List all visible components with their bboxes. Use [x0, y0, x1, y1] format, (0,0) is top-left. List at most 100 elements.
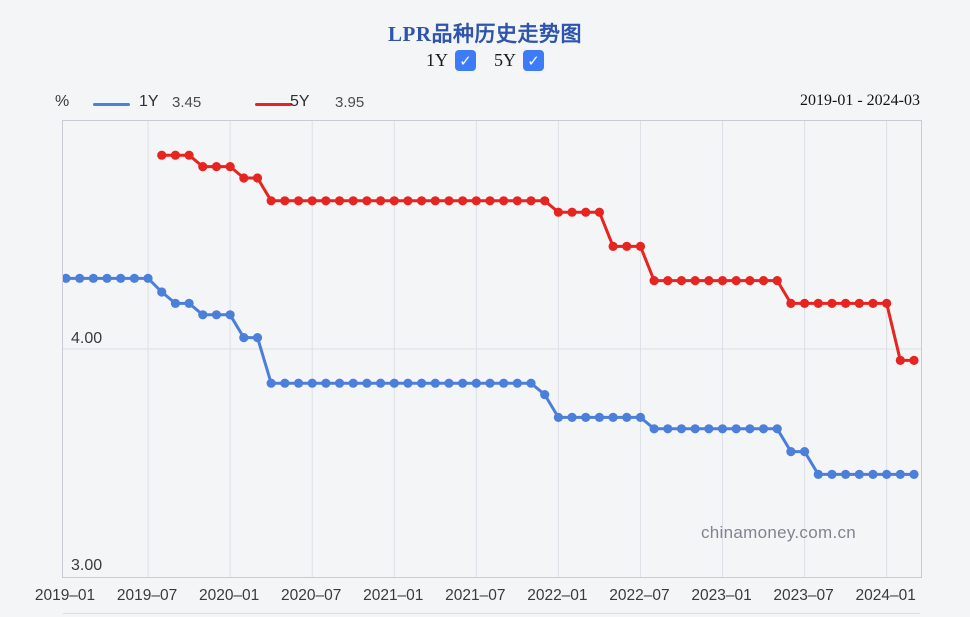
data-point-1y [594, 412, 605, 422]
data-point-1y [129, 273, 139, 283]
toggle-label-1y[interactable]: 1Y [426, 50, 448, 70]
legend-value-5y: 3.95 [335, 94, 365, 111]
data-point-5y [868, 298, 878, 308]
data-point-5y [594, 207, 605, 217]
data-point-1y [334, 378, 345, 388]
data-point-5y [348, 196, 358, 206]
data-point-5y [841, 298, 851, 308]
x-tick-label: 2024–01 [855, 587, 916, 604]
x-tick-label: 2021–01 [363, 587, 424, 604]
legend-label-1y: 1Y [139, 93, 159, 110]
data-point-5y [909, 355, 919, 365]
data-point-1y [417, 378, 427, 388]
data-point-1y [458, 378, 468, 388]
data-point-1y [786, 447, 796, 457]
data-point-5y [321, 196, 331, 206]
data-point-1y [430, 378, 440, 388]
data-point-1y [676, 424, 687, 434]
data-point-1y [649, 424, 659, 434]
date-range-label: 2019-01 - 2024-03 [800, 92, 920, 109]
data-point-1y [184, 298, 194, 308]
data-point-5y [786, 298, 796, 308]
data-point-5y [731, 276, 741, 286]
data-point-5y [882, 298, 892, 308]
data-point-5y [704, 276, 714, 286]
x-tick-label: 2021–07 [445, 587, 506, 604]
data-point-5y [471, 196, 481, 206]
data-point-5y [649, 276, 659, 286]
data-point-1y [485, 378, 495, 388]
data-point-1y [198, 310, 208, 320]
data-point-5y [663, 276, 673, 286]
checkbox-5y[interactable]: ✓ [523, 50, 544, 71]
data-point-1y [717, 424, 728, 434]
data-point-1y [143, 273, 153, 283]
data-point-1y [252, 333, 263, 343]
data-point-5y [622, 241, 632, 251]
data-point-1y [157, 287, 167, 297]
data-point-5y [581, 207, 591, 217]
data-point-5y [540, 196, 550, 206]
data-point-5y [499, 196, 509, 206]
data-point-5y [280, 196, 290, 206]
y-tick-label-4: 4.00 [71, 330, 103, 347]
data-point-1y [403, 378, 413, 388]
data-point-5y [745, 276, 755, 286]
data-point-1y [116, 273, 126, 283]
x-tick-label: 2019–01 [34, 587, 96, 604]
data-point-5y [403, 196, 413, 206]
data-point-1y [512, 378, 522, 388]
y-tick-label-3: 3.00 [71, 557, 103, 574]
data-point-5y [293, 196, 304, 206]
data-point-1y [88, 273, 98, 283]
data-point-5y [417, 196, 427, 206]
data-point-5y [635, 241, 646, 251]
data-point-5y [157, 150, 167, 160]
data-point-1y [663, 424, 673, 434]
watermark: chinamoney.com.cn [701, 523, 857, 542]
data-point-1y [704, 424, 714, 434]
legend-label-5y: 5Y [290, 93, 310, 110]
data-point-5y [567, 207, 577, 217]
data-point-1y [731, 424, 741, 434]
data-point-1y [758, 424, 769, 434]
checkbox-1y[interactable]: ✓ [455, 50, 476, 71]
data-point-1y [772, 424, 782, 434]
chart-canvas [63, 121, 921, 577]
data-point-5y [758, 276, 769, 286]
legend-value-1y: 3.45 [172, 94, 202, 111]
data-point-1y [375, 378, 386, 388]
data-point-5y [430, 196, 440, 206]
data-point-5y [266, 196, 276, 206]
data-point-1y [102, 273, 112, 283]
data-point-5y [239, 173, 249, 183]
data-point-5y [198, 162, 208, 172]
data-point-1y [499, 378, 509, 388]
data-point-5y [389, 196, 399, 206]
data-point-5y [690, 276, 700, 286]
data-point-5y [170, 150, 181, 160]
series-toggle-row: 1Y ✓ 5Y ✓ [0, 50, 970, 71]
x-tick-label: 2020–07 [281, 587, 342, 604]
data-point-1y [854, 469, 864, 479]
data-point-1y [321, 378, 331, 388]
data-point-5y [375, 196, 386, 206]
y-axis-unit-label: % [55, 93, 70, 110]
series-5y-line [157, 150, 919, 365]
data-point-5y [225, 162, 235, 172]
plot-area: 4.00 3.00 chinamoney.com.cn [62, 120, 922, 578]
data-point-1y [608, 412, 618, 422]
data-point-1y [239, 333, 249, 343]
data-point-1y [266, 378, 276, 388]
x-tick-label: 2022–07 [609, 587, 670, 604]
data-point-1y [471, 378, 481, 388]
x-tick-label: 2019–07 [116, 587, 178, 604]
data-point-1y [745, 424, 755, 434]
data-point-1y [526, 378, 536, 388]
toggle-label-5y[interactable]: 5Y [494, 50, 516, 70]
data-point-1y [540, 390, 550, 400]
x-tick-label: 2023–01 [691, 587, 752, 604]
data-point-5y [512, 196, 522, 206]
data-point-1y [553, 412, 563, 422]
